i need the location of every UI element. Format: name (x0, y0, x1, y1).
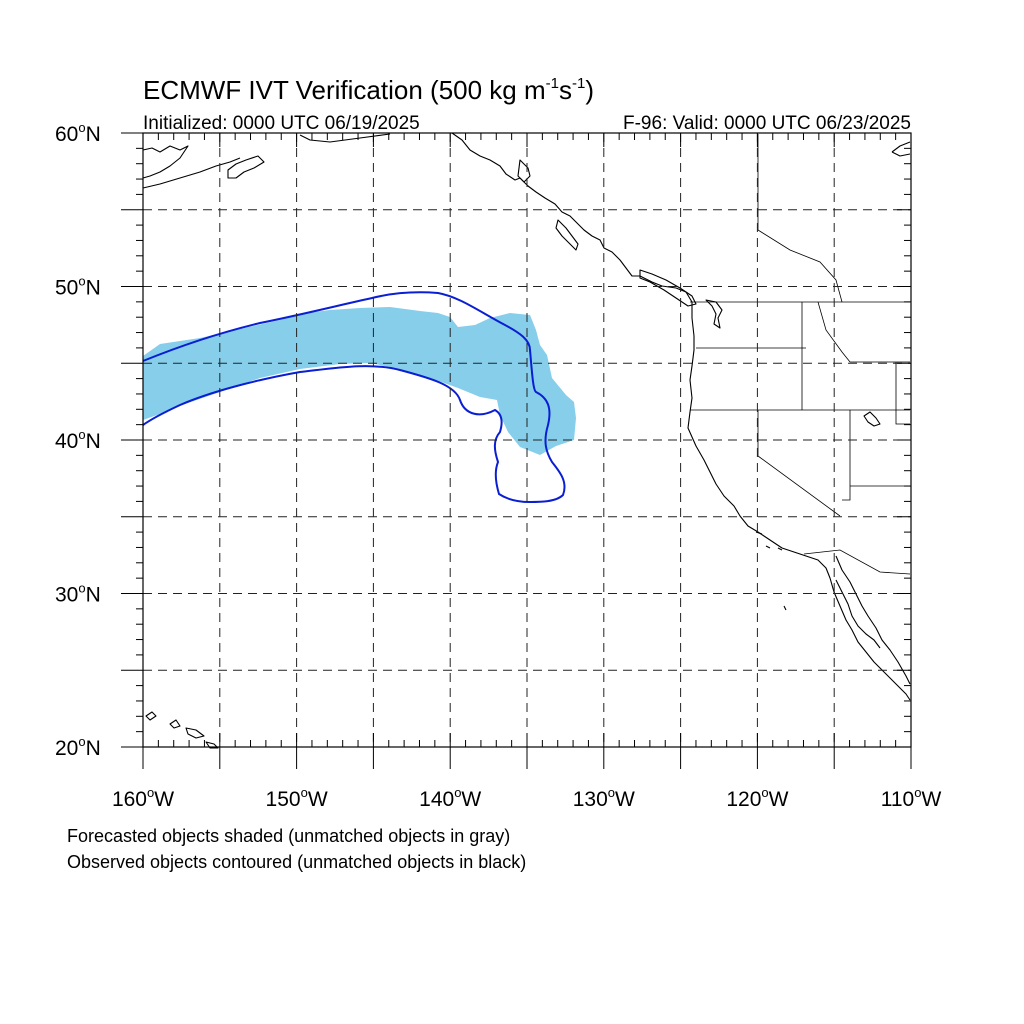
great-salt-lake (863, 411, 881, 427)
longitude-tick-label: 150oW (266, 785, 328, 811)
alaska-east-corner (891, 141, 911, 157)
id-mt-border (817, 301, 910, 363)
gulf-of-california-coast (835, 555, 911, 685)
longitude-tick-label: 110oW (881, 785, 942, 811)
latitude-tick-label: 40oN (55, 427, 101, 453)
alaska-peninsula (142, 157, 241, 189)
forecast-object-shaded (143, 307, 576, 455)
longitude-tick-label: 160oW (112, 785, 174, 811)
north-america-coastline (451, 132, 911, 701)
hawaii-islands (145, 711, 219, 749)
puget-sound (705, 299, 723, 329)
bc-islands (517, 159, 579, 251)
wy-border (895, 362, 910, 425)
political-borders-layer (690, 134, 911, 575)
valid-label: F-96: Valid: 0000 UTC 06/23/2025 (623, 113, 911, 134)
observed-object-contour (142, 291, 566, 504)
longitude-labels: 160oW 150oW 140oW 130oW 120oW 110oW (112, 785, 942, 811)
kodiak-island (227, 155, 265, 179)
map-frame (142, 132, 912, 748)
latitude-tick-label: 30oN (55, 581, 101, 607)
latitude-tick-label: 20oN (55, 734, 101, 760)
map-title: ECMWF IVT Verification (500 kg m-1s-1) (143, 75, 594, 105)
channel-islands (755, 531, 787, 611)
forecast-note: Forecasted objects shaded (unmatched obj… (67, 826, 510, 846)
alaska-south-coast (299, 133, 391, 143)
ca-nv-border (757, 410, 841, 517)
nv-ut-border (842, 410, 851, 501)
tick-marks (121, 132, 912, 769)
latitude-labels: 60oN 50oN 40oN 30oN 20oN (55, 120, 101, 760)
latitude-tick-label: 50oN (55, 274, 101, 300)
baja-mainland-coast (835, 579, 881, 649)
longitude-tick-label: 120oW (726, 785, 788, 811)
initialized-label: Initialized: 0000 UTC 06/19/2025 (143, 113, 420, 134)
vancouver-island (639, 269, 697, 307)
graticule (143, 133, 911, 747)
alaska-coast (142, 145, 189, 179)
us-mexico-border (803, 549, 911, 575)
longitude-tick-label: 130oW (573, 785, 635, 811)
longitude-tick-label: 140oW (419, 785, 481, 811)
bc-alberta-border (757, 134, 843, 303)
observed-note: Observed objects contoured (unmatched ob… (67, 852, 526, 872)
coastlines-layer (142, 132, 911, 749)
latitude-tick-label: 60oN (55, 120, 101, 146)
